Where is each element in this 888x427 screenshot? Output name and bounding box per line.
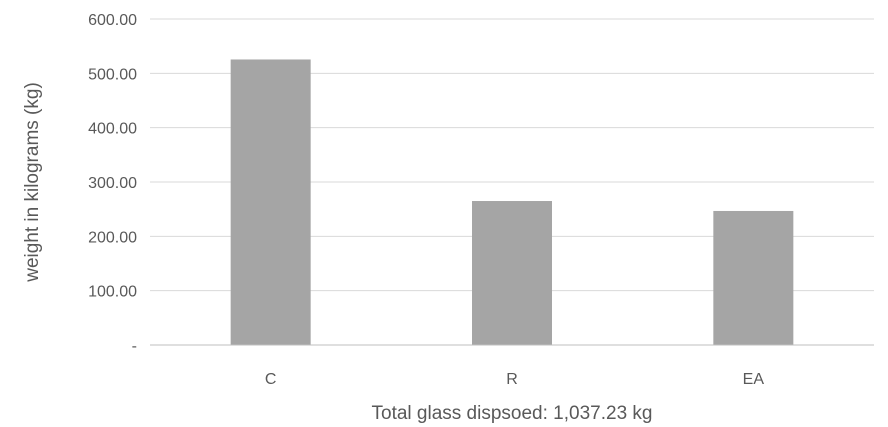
- y-tick-label: -: [132, 338, 137, 355]
- y-tick-label: 300.00: [88, 175, 137, 192]
- x-tick-label-r: R: [506, 371, 518, 388]
- x-axis-title: Total glass dispsoed: 1,037.23 kg: [372, 403, 653, 424]
- bar-r: [472, 201, 552, 345]
- bars: [230, 59, 794, 345]
- y-tick-label: 500.00: [88, 66, 137, 83]
- y-axis-ticks: - 100.00 200.00 300.00 400.00 500.00 600.00: [88, 12, 137, 355]
- bar-ea: [713, 210, 794, 345]
- x-tick-label-c: C: [265, 371, 277, 388]
- bar-c: [230, 59, 311, 345]
- x-axis-ticks: C R EA: [265, 371, 764, 388]
- x-tick-label-ea: EA: [743, 371, 765, 388]
- y-tick-label: 200.00: [88, 229, 137, 246]
- y-tick-label: 100.00: [88, 284, 137, 301]
- y-tick-label: 400.00: [88, 121, 137, 138]
- y-axis-title: weight in kilograms (kg): [22, 82, 43, 283]
- y-tick-label: 600.00: [88, 12, 137, 29]
